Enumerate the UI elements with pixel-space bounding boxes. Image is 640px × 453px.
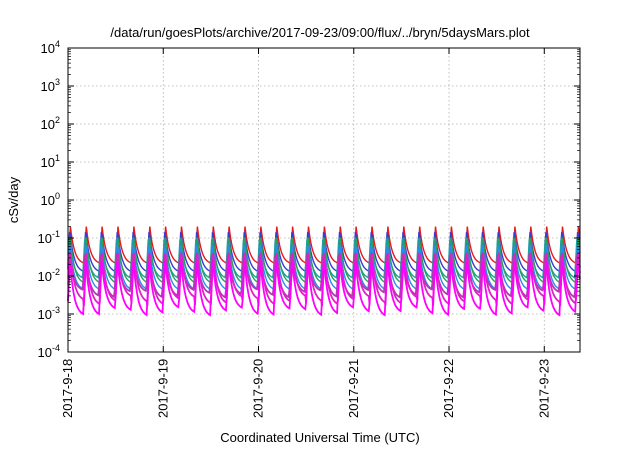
y-tick-label: 10-2 — [38, 267, 60, 284]
y-axis: 10-4 10-3 10-2 10-1 100 101 102 103 104 — [38, 39, 580, 360]
y-tick-label: 10-1 — [38, 229, 60, 246]
y-tick-label: 10-3 — [38, 305, 60, 322]
x-tick-label: 2017-9-22 — [441, 359, 456, 418]
x-axis-label: Coordinated Universal Time (UTC) — [220, 430, 419, 445]
chart-title: /data/run/goesPlots/archive/2017-09-23/0… — [110, 25, 530, 40]
x-axis: 2017-9-18 2017-9-19 2017-9-20 2017-9-21 2017… — [60, 48, 551, 418]
x-tick-label: 2017-9-21 — [346, 359, 361, 418]
x-tick-label: 2017-9-19 — [155, 359, 170, 418]
grid-lines — [68, 48, 580, 352]
series-line — [67, 261, 581, 317]
y-tick-label: 10-4 — [38, 343, 60, 360]
y-tick-label: 104 — [41, 39, 60, 56]
x-tick-label: 2017-9-18 — [60, 359, 75, 418]
y-tick-label: 102 — [41, 115, 60, 132]
series-line — [67, 232, 581, 273]
y-tick-label: 100 — [41, 191, 60, 208]
x-tick-label: 2017-9-20 — [251, 359, 266, 418]
x-tick-label: 2017-9-23 — [536, 359, 551, 418]
y-tick-label: 103 — [41, 77, 60, 94]
y-tick-label: 101 — [41, 153, 60, 170]
series-lines — [67, 226, 581, 317]
y-axis-label: cSv/day — [6, 176, 21, 223]
